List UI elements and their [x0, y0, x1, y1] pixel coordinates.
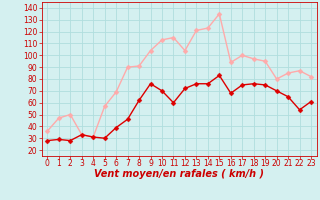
X-axis label: Vent moyen/en rafales ( km/h ): Vent moyen/en rafales ( km/h ): [94, 169, 264, 179]
